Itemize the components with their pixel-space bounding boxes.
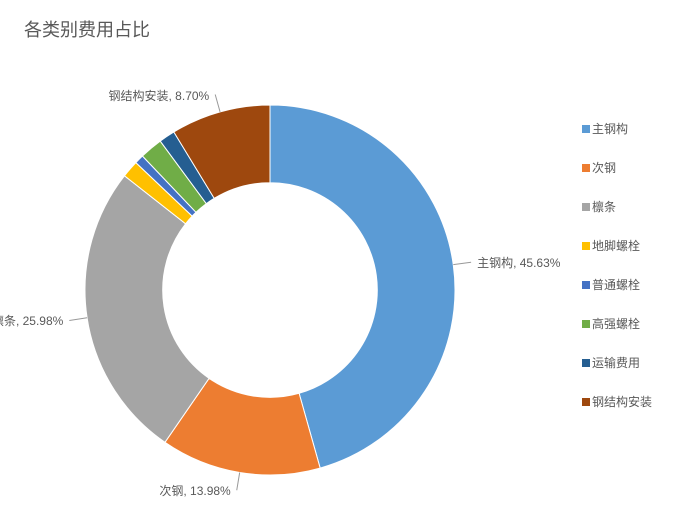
legend-item-普通螺栓: 普通螺栓	[582, 276, 652, 293]
legend-label: 地脚螺栓	[592, 237, 640, 254]
legend-label: 次钢	[592, 159, 616, 176]
legend-swatch	[582, 125, 590, 133]
legend-item-运输费用: 运输费用	[582, 354, 652, 371]
chart-title: 各类别费用占比	[24, 16, 150, 42]
legend-item-主钢构: 主钢构	[582, 120, 652, 137]
legend-label: 檩条	[592, 198, 616, 215]
legend-label: 普通螺栓	[592, 276, 640, 293]
leader-line	[453, 262, 471, 264]
legend-item-钢结构安装: 钢结构安装	[582, 393, 652, 410]
legend-swatch	[582, 359, 590, 367]
leader-line	[69, 318, 87, 321]
legend-label: 运输费用	[592, 354, 640, 371]
leader-line	[237, 472, 240, 490]
legend-item-地脚螺栓: 地脚螺栓	[582, 237, 652, 254]
legend-label: 钢结构安装	[592, 393, 652, 410]
slice-label-主钢构: 主钢构, 45.63%	[477, 254, 560, 271]
legend-swatch	[582, 164, 590, 172]
slice-label-次钢: 次钢, 13.98%	[159, 482, 230, 499]
legend-swatch	[582, 242, 590, 250]
legend: 主钢构次钢檩条地脚螺栓普通螺栓高强螺栓运输费用钢结构安装	[582, 120, 652, 410]
legend-label: 主钢构	[592, 120, 628, 137]
slice-label-钢结构安装: 钢结构安装, 8.70%	[109, 87, 210, 104]
legend-label: 高强螺栓	[592, 315, 640, 332]
legend-swatch	[582, 203, 590, 211]
donut-chart	[30, 60, 510, 520]
legend-item-檩条: 檩条	[582, 198, 652, 215]
leader-line	[215, 95, 220, 112]
legend-swatch	[582, 281, 590, 289]
legend-item-高强螺栓: 高强螺栓	[582, 315, 652, 332]
slice-label-檩条: 檩条, 25.98%	[0, 312, 63, 329]
legend-item-次钢: 次钢	[582, 159, 652, 176]
donut-wrap: 主钢构, 45.63%次钢, 13.98%檩条, 25.98%钢结构安装, 8.…	[30, 60, 510, 520]
legend-swatch	[582, 320, 590, 328]
legend-swatch	[582, 398, 590, 406]
chart-container: 各类别费用占比 主钢构, 45.63%次钢, 13.98%檩条, 25.98%钢…	[0, 0, 680, 532]
